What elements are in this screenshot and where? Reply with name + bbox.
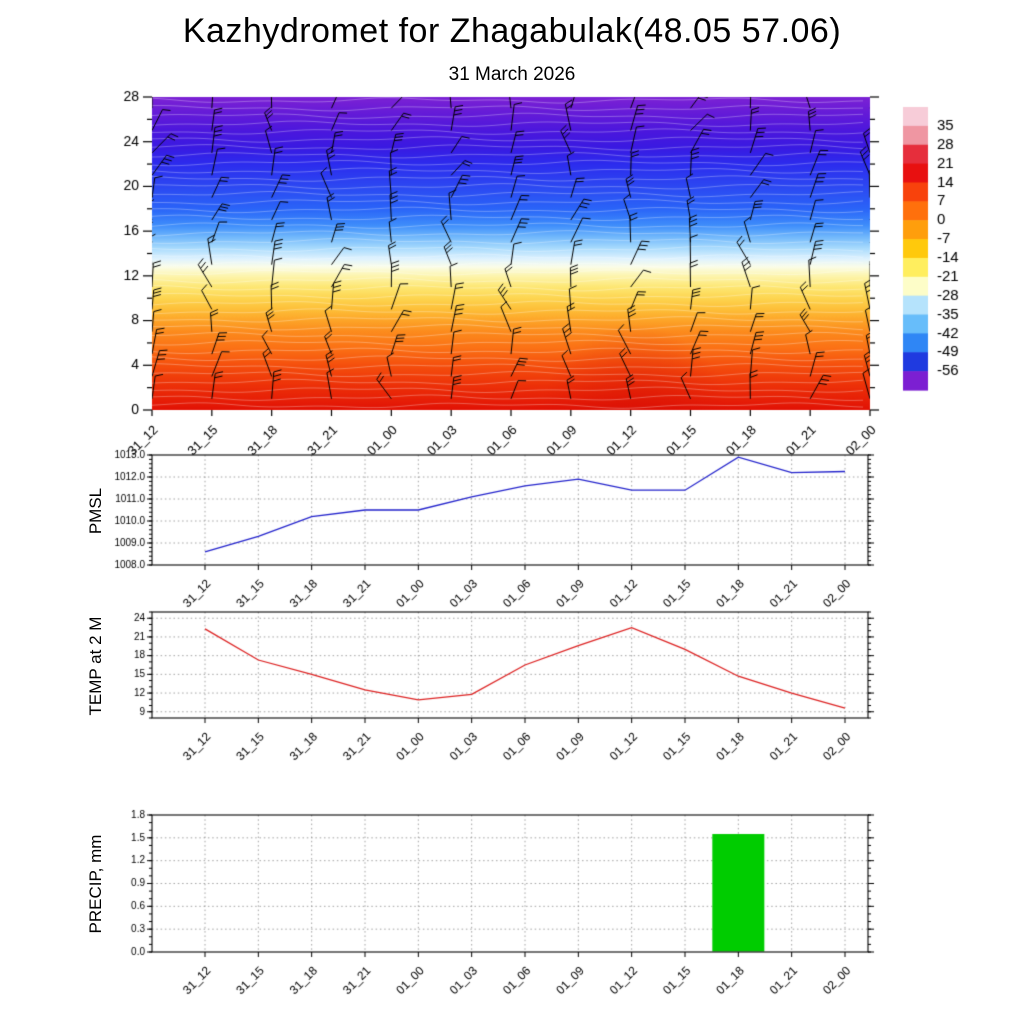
precip-axis-title: PRECIP, mm [86,834,105,934]
temp-axis-title: TEMP at 2 M [86,616,105,716]
page-title: Kazhydromet for Zhagabulak(48.05 57.06) [182,12,842,50]
date-subtitle: 31 March 2026 [448,64,576,85]
